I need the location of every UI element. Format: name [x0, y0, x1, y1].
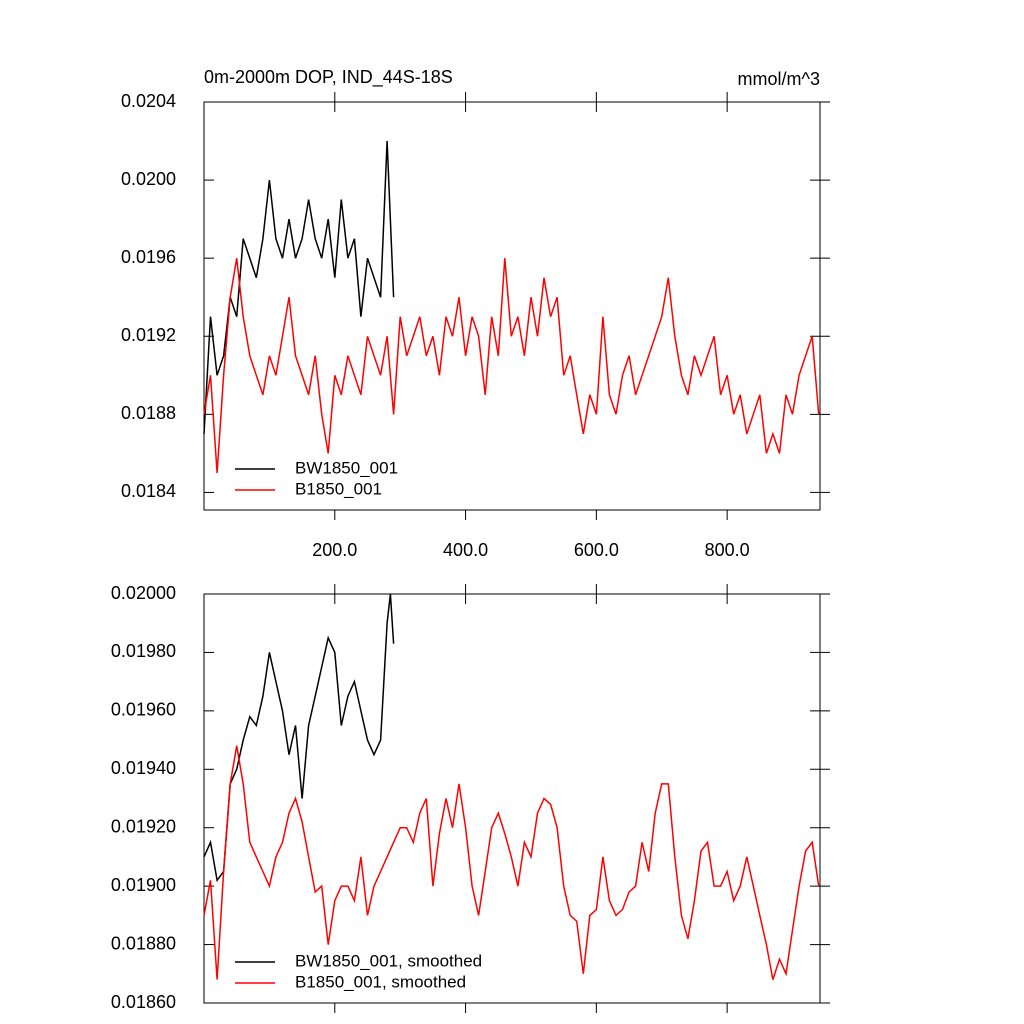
x-tick-label: 800.0: [705, 540, 750, 560]
x-tick-label: 400.0: [443, 540, 488, 560]
x-tick-label: 200.0: [312, 540, 357, 560]
y-tick-label: 0.0200: [121, 169, 176, 189]
y-tick-label: 0.01860: [111, 992, 176, 1012]
y-tick-label: 0.0188: [121, 403, 176, 423]
y-tick-label: 0.0192: [121, 325, 176, 345]
legend-label: BW1850_001: [295, 458, 398, 477]
y-tick-label: 0.01900: [111, 875, 176, 895]
x-tick-label: 600.0: [574, 540, 619, 560]
plot-frame: [203, 593, 821, 1004]
line-series: [203, 258, 820, 473]
y-tick-label: 0.02000: [111, 583, 176, 603]
y-tick-label: 0.0196: [121, 247, 176, 267]
y-tick-label: 0.01980: [111, 641, 176, 661]
chart-title: 0m-2000m DOP, IND_44S-18S: [204, 67, 453, 88]
legend-label: BW1850_001, smoothed: [295, 951, 482, 970]
y-tick-label: 0.01880: [111, 933, 176, 953]
y-tick-label: 0.0184: [121, 481, 176, 501]
y-tick-label: 0.01920: [111, 816, 176, 836]
y-tick-label: 0.0204: [121, 91, 176, 111]
legend-label: B1850_001, smoothed: [295, 972, 466, 991]
plot-frame: [203, 101, 821, 511]
units-label: mmol/m^3: [738, 69, 820, 89]
line-series: [203, 593, 395, 883]
line-series: [203, 140, 395, 434]
y-tick-label: 0.01940: [111, 758, 176, 778]
y-tick-label: 0.01960: [111, 700, 176, 720]
legend-label: B1850_001: [295, 479, 382, 498]
line-series: [203, 745, 820, 980]
